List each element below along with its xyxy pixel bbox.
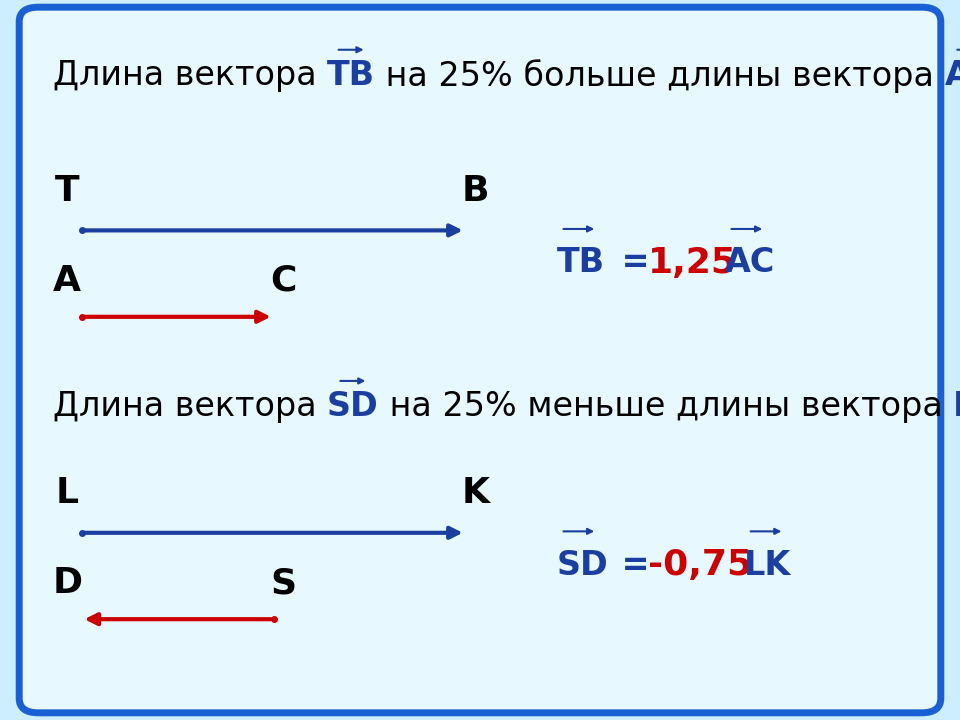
FancyBboxPatch shape — [19, 7, 941, 713]
Text: L: L — [56, 476, 79, 510]
Text: LK: LK — [953, 390, 960, 423]
Text: SD: SD — [327, 390, 379, 423]
Text: A: A — [53, 264, 82, 298]
Text: T: T — [55, 174, 80, 208]
Text: LK: LK — [744, 549, 791, 582]
Text: TB: TB — [557, 246, 605, 279]
Text: 1,25: 1,25 — [648, 246, 737, 280]
Text: Длина вектора: Длина вектора — [53, 390, 327, 423]
Text: Длина вектора: Длина вектора — [53, 59, 327, 92]
Text: AC: AC — [945, 59, 960, 92]
Text: B: B — [462, 174, 489, 208]
Text: =: = — [610, 549, 649, 582]
Text: C: C — [270, 264, 297, 298]
Text: SD: SD — [557, 549, 609, 582]
Text: S: S — [270, 566, 297, 600]
Text: AC: AC — [725, 246, 775, 279]
Text: на 25% больше длины вектора: на 25% больше длины вектора — [375, 58, 945, 93]
Text: D: D — [52, 566, 83, 600]
Text: -0,75: -0,75 — [648, 548, 752, 582]
Text: TB: TB — [327, 59, 375, 92]
Text: K: K — [461, 476, 490, 510]
Text: =: = — [610, 246, 649, 279]
Text: на 25% меньше длины вектора: на 25% меньше длины вектора — [379, 390, 953, 423]
